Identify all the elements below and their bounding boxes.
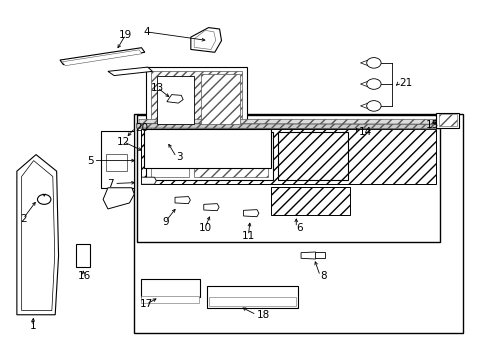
Bar xyxy=(270,187,349,215)
Bar xyxy=(151,71,242,129)
Text: 18: 18 xyxy=(256,310,269,320)
Bar xyxy=(208,297,296,306)
Polygon shape xyxy=(360,103,367,109)
Bar xyxy=(157,76,194,123)
Polygon shape xyxy=(203,204,219,211)
Bar xyxy=(194,135,268,177)
Polygon shape xyxy=(166,95,183,103)
Bar xyxy=(141,279,200,297)
Text: 11: 11 xyxy=(241,231,254,241)
Polygon shape xyxy=(21,161,55,311)
Text: 20: 20 xyxy=(135,123,148,133)
Polygon shape xyxy=(190,28,221,52)
Text: 7: 7 xyxy=(107,179,114,189)
Text: 19: 19 xyxy=(119,30,132,40)
Text: 1: 1 xyxy=(29,321,36,332)
Polygon shape xyxy=(137,123,440,129)
Bar xyxy=(146,67,246,132)
Text: 3: 3 xyxy=(176,152,183,162)
Bar xyxy=(105,154,127,171)
Polygon shape xyxy=(139,119,439,127)
Text: 4: 4 xyxy=(142,27,149,37)
Bar xyxy=(101,131,134,188)
Text: 21: 21 xyxy=(398,78,411,88)
Bar xyxy=(143,129,270,168)
Polygon shape xyxy=(301,252,317,259)
Bar xyxy=(141,129,435,184)
Polygon shape xyxy=(175,197,190,204)
Text: 16: 16 xyxy=(77,271,90,281)
Polygon shape xyxy=(103,188,134,209)
Bar xyxy=(137,115,439,242)
Bar xyxy=(278,132,347,180)
Polygon shape xyxy=(360,81,367,87)
Text: 10: 10 xyxy=(198,222,211,233)
Bar xyxy=(141,296,199,303)
Text: 5: 5 xyxy=(87,156,93,166)
Polygon shape xyxy=(62,50,142,66)
Circle shape xyxy=(366,58,380,68)
Text: 14: 14 xyxy=(358,127,371,138)
Text: 17: 17 xyxy=(140,299,153,309)
Circle shape xyxy=(366,79,380,89)
Text: 15: 15 xyxy=(425,120,438,130)
Bar xyxy=(315,252,325,258)
Polygon shape xyxy=(141,177,156,184)
Circle shape xyxy=(366,101,380,111)
Polygon shape xyxy=(17,154,59,315)
Bar xyxy=(438,114,456,126)
Text: 2: 2 xyxy=(20,214,26,224)
Bar xyxy=(201,74,239,123)
Polygon shape xyxy=(360,60,367,66)
Polygon shape xyxy=(60,48,144,65)
Polygon shape xyxy=(194,30,215,49)
Text: 8: 8 xyxy=(320,271,326,281)
Text: 9: 9 xyxy=(162,217,168,227)
Bar xyxy=(76,243,90,267)
Text: 12: 12 xyxy=(117,137,130,147)
Bar xyxy=(151,135,189,177)
Circle shape xyxy=(38,194,51,204)
Bar xyxy=(207,286,298,308)
Bar xyxy=(134,114,462,333)
Text: 13: 13 xyxy=(150,82,163,93)
Text: 6: 6 xyxy=(296,222,302,233)
Bar xyxy=(146,132,273,180)
Bar xyxy=(435,113,458,128)
Polygon shape xyxy=(243,210,258,217)
Polygon shape xyxy=(108,67,152,76)
